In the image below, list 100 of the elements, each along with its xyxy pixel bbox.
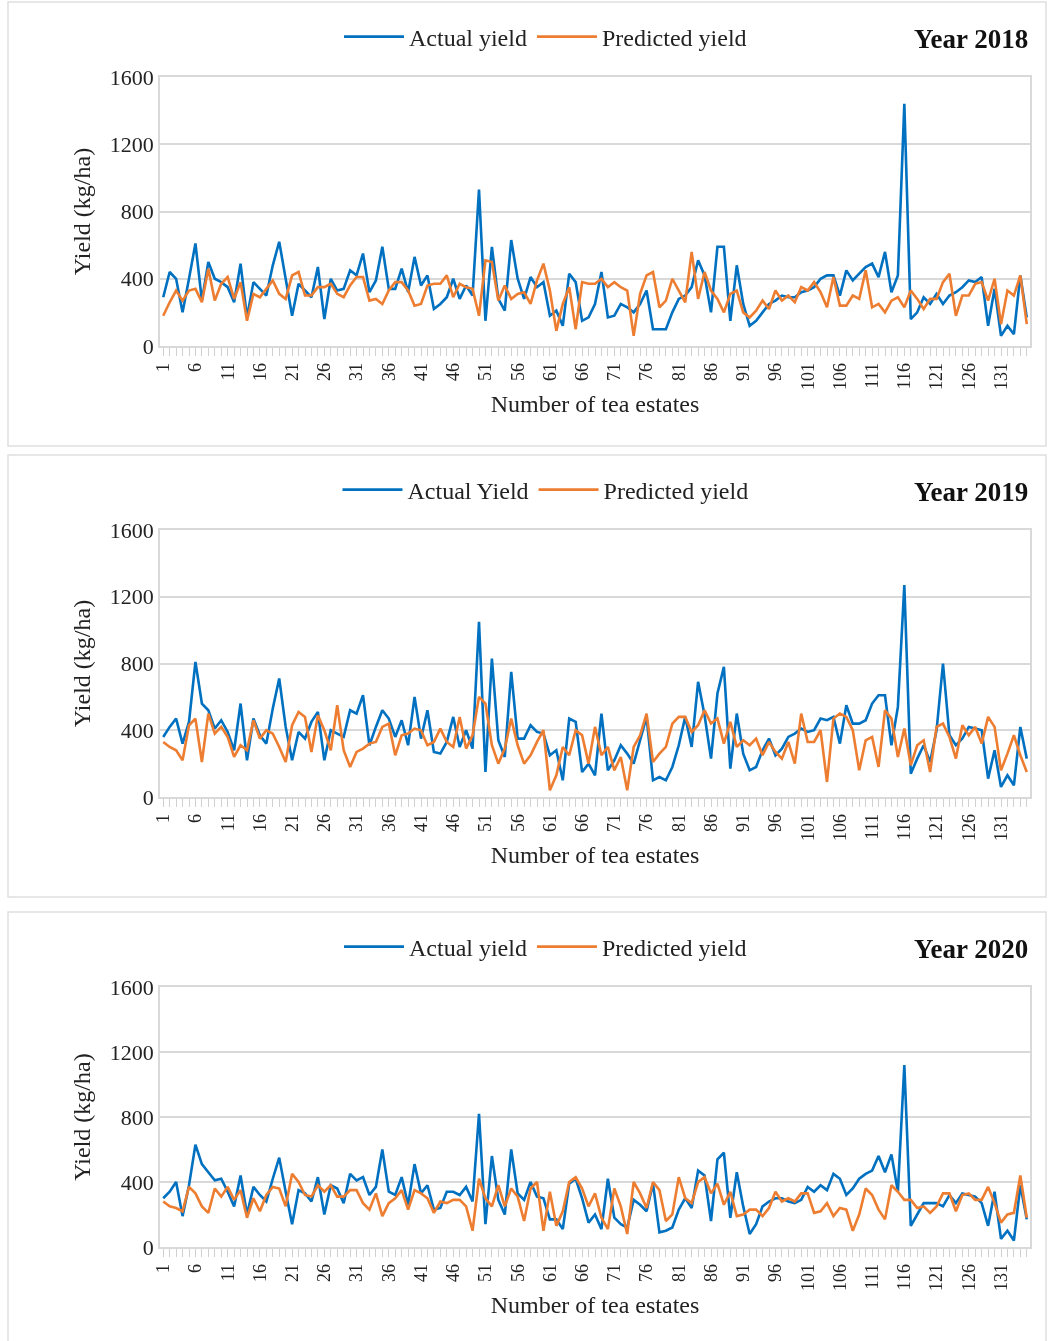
x-tick-label: 76 — [636, 362, 657, 381]
y-axis-title: Yield (kg/ha) — [69, 1053, 96, 1181]
x-tick-label: 26 — [314, 1263, 335, 1282]
x-tick-label: 51 — [475, 362, 496, 381]
x-tick-label: 6 — [185, 1263, 206, 1273]
x-tick-label: 76 — [636, 1263, 657, 1282]
x-tick-label: 16 — [249, 362, 270, 381]
x-tick-label: 51 — [475, 813, 496, 832]
x-tick-label: 46 — [443, 362, 464, 381]
x-tick-label: 76 — [636, 813, 657, 832]
x-tick-label: 31 — [346, 813, 367, 832]
x-tick-label: 6 — [185, 362, 206, 372]
x-tick-label: 26 — [314, 813, 335, 832]
y-tick-label: 800 — [120, 199, 154, 225]
x-tick-label: 21 — [281, 1263, 302, 1282]
x-tick-label: 111 — [861, 362, 882, 389]
y-axis-title: Yield (kg/ha) — [69, 599, 96, 728]
x-tick-label: 131 — [990, 1263, 1011, 1291]
x-tick-label: 41 — [410, 362, 431, 381]
x-tick-label: 116 — [894, 813, 915, 841]
x-tick-label: 81 — [668, 362, 689, 381]
y-tick-label: 400 — [120, 266, 154, 292]
x-tick-label: 6 — [185, 813, 206, 823]
y-tick-label: 0 — [142, 1234, 154, 1260]
x-tick-label: 1 — [153, 813, 174, 823]
legend-label: Actual yield — [408, 934, 527, 961]
legend-label: Predicted yield — [603, 477, 749, 504]
x-tick-label: 91 — [733, 813, 754, 832]
x-tick-label: 111 — [861, 813, 882, 840]
x-tick-label: 26 — [314, 362, 335, 381]
x-tick-label: 71 — [604, 813, 625, 832]
x-tick-label: 106 — [829, 813, 850, 841]
x-tick-label: 61 — [539, 1263, 560, 1282]
x-tick-label: 16 — [249, 813, 270, 832]
x-tick-label: 101 — [797, 362, 818, 390]
legend-label: Predicted yield — [601, 24, 747, 51]
y-tick-label: 0 — [142, 333, 154, 359]
chart-title: Year 2018 — [914, 24, 1029, 54]
x-tick-label: 31 — [346, 362, 367, 381]
y-tick-label: 400 — [120, 1169, 154, 1195]
x-tick-label: 36 — [378, 1263, 399, 1282]
x-tick-label: 81 — [668, 1263, 689, 1282]
legend-label: Predicted yield — [601, 934, 747, 961]
x-tick-label: 121 — [926, 813, 947, 841]
x-tick-label: 56 — [507, 362, 528, 381]
y-tick-label: 800 — [120, 651, 154, 677]
x-tick-label: 121 — [926, 362, 947, 390]
y-tick-label: 1200 — [109, 1039, 154, 1065]
x-tick-label: 46 — [443, 813, 464, 832]
x-tick-label: 56 — [507, 813, 528, 832]
y-tick-label: 1200 — [109, 584, 154, 610]
x-tick-label: 66 — [571, 813, 592, 832]
y-tick-label: 800 — [120, 1104, 154, 1130]
x-tick-label: 91 — [733, 362, 754, 381]
y-axis-title: Yield (kg/ha) — [69, 147, 96, 276]
x-tick-label: 86 — [700, 813, 721, 832]
x-tick-label: 116 — [894, 1263, 915, 1291]
x-tick-label: 41 — [410, 1263, 431, 1282]
x-tick-label: 11 — [217, 813, 238, 832]
x-tick-label: 11 — [217, 1263, 238, 1282]
x-tick-label: 131 — [990, 362, 1011, 390]
x-tick-label: 21 — [281, 813, 302, 832]
x-tick-label: 106 — [829, 362, 850, 390]
x-tick-label: 111 — [861, 1263, 882, 1290]
x-tick-label: 96 — [765, 1263, 786, 1282]
x-tick-label: 31 — [346, 1263, 367, 1282]
x-tick-label: 56 — [507, 1263, 528, 1282]
x-axis-title: Number of tea estates — [490, 841, 700, 868]
x-tick-label: 86 — [700, 1263, 721, 1282]
x-tick-label: 106 — [829, 1263, 850, 1291]
x-tick-label: 71 — [604, 1263, 625, 1282]
x-tick-label: 21 — [281, 362, 302, 381]
chart-title: Year 2019 — [914, 477, 1029, 507]
line-series — [161, 695, 1029, 792]
x-tick-label: 46 — [443, 1263, 464, 1282]
x-tick-label: 66 — [571, 1263, 592, 1282]
x-tick-label: 126 — [958, 813, 979, 841]
line-series — [161, 1172, 1029, 1236]
y-tick-label: 1600 — [109, 974, 154, 1000]
x-tick-label: 16 — [249, 1263, 270, 1282]
x-tick-label: 51 — [475, 1263, 496, 1282]
x-tick-label: 126 — [958, 1263, 979, 1291]
x-tick-label: 36 — [378, 362, 399, 381]
x-axis-title: Number of tea estates — [490, 1291, 700, 1318]
x-tick-label: 1 — [153, 1263, 174, 1273]
x-tick-label: 81 — [668, 813, 689, 832]
x-tick-label: 116 — [894, 362, 915, 390]
x-tick-label: 121 — [926, 1263, 947, 1291]
x-tick-label: 61 — [539, 362, 560, 381]
x-tick-label: 1 — [153, 362, 174, 372]
y-tick-label: 1200 — [109, 131, 154, 157]
x-tick-label: 71 — [604, 362, 625, 381]
y-tick-label: 1600 — [109, 517, 154, 543]
x-tick-label: 11 — [217, 362, 238, 381]
line-series — [161, 250, 1029, 338]
x-tick-label: 36 — [378, 813, 399, 832]
x-axis-title: Number of tea estates — [490, 390, 700, 417]
x-tick-label: 131 — [990, 813, 1011, 841]
x-tick-label: 61 — [539, 813, 560, 832]
y-tick-label: 0 — [142, 784, 154, 810]
